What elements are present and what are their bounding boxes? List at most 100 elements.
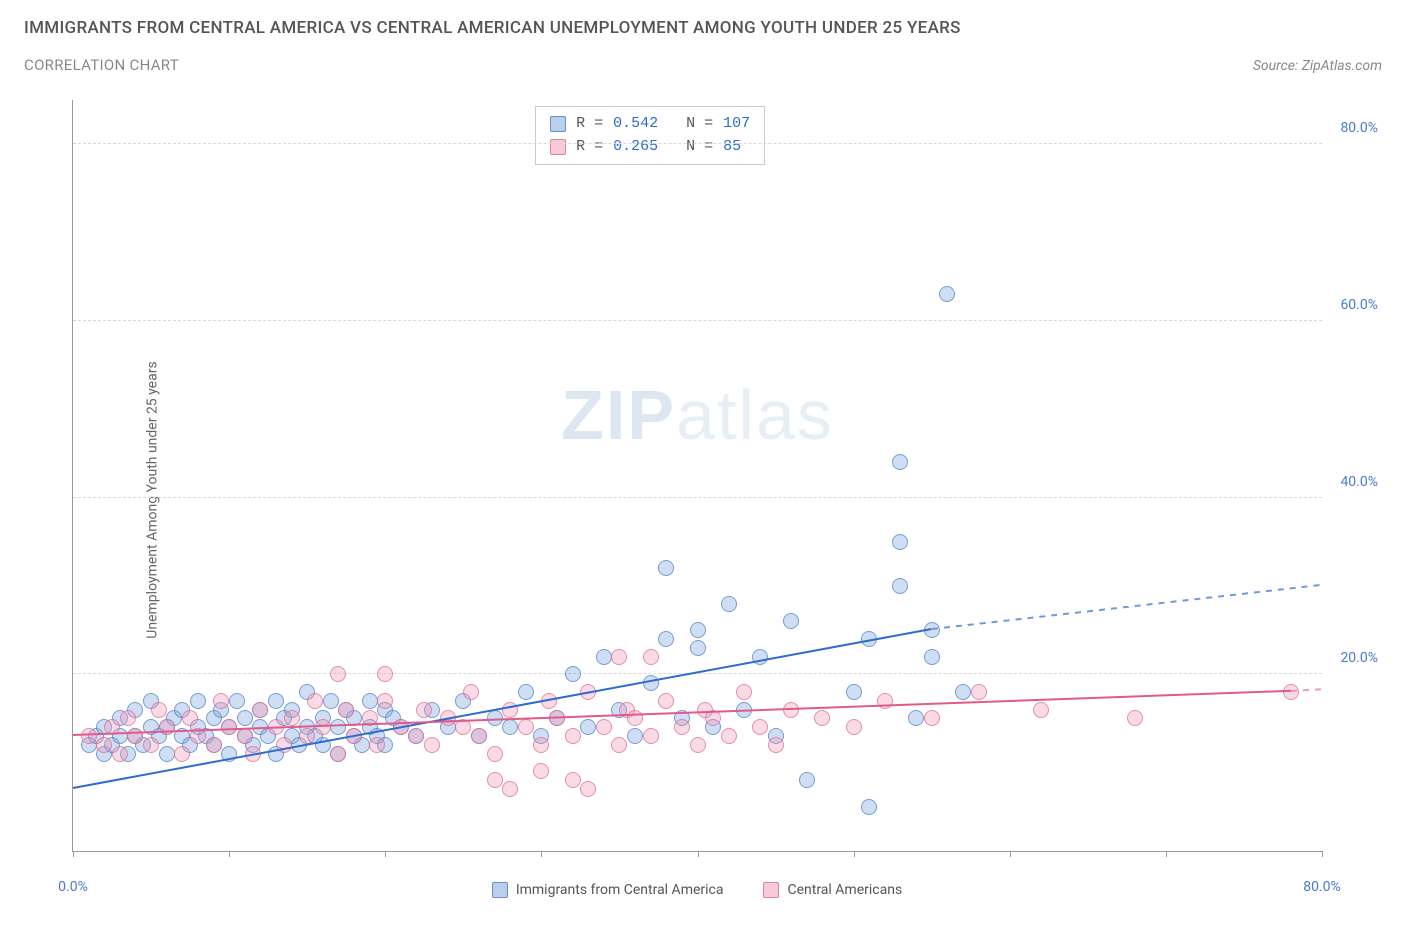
data-point bbox=[939, 286, 955, 302]
data-point bbox=[752, 719, 768, 735]
y-tick-label: 80.0% bbox=[1340, 120, 1378, 136]
plot-area: ZIPatlas R = 0.542 N = 107 R = 0.265 N =… bbox=[72, 100, 1322, 852]
data-point bbox=[596, 719, 612, 735]
data-point bbox=[892, 454, 908, 470]
data-point bbox=[565, 728, 581, 744]
data-point bbox=[229, 693, 245, 709]
data-point bbox=[112, 746, 128, 762]
trend-line bbox=[1291, 688, 1322, 692]
series-legend: Immigrants from Central America Central … bbox=[72, 882, 1322, 898]
data-point bbox=[658, 560, 674, 576]
data-point bbox=[690, 737, 706, 753]
gridline bbox=[73, 497, 1322, 498]
data-point bbox=[159, 746, 175, 762]
chart-container: Unemployment Among Youth under 25 years … bbox=[24, 100, 1382, 900]
data-point bbox=[596, 649, 612, 665]
data-point bbox=[463, 684, 479, 700]
legend-row-pink: R = 0.265 N = 85 bbox=[550, 136, 750, 159]
data-point bbox=[362, 693, 378, 709]
swatch-blue-icon bbox=[492, 882, 508, 898]
gridline bbox=[73, 320, 1322, 321]
data-point bbox=[338, 702, 354, 718]
stats-legend: R = 0.542 N = 107 R = 0.265 N = 85 bbox=[535, 106, 765, 165]
data-point bbox=[502, 719, 518, 735]
x-tick bbox=[541, 851, 542, 857]
data-point bbox=[377, 693, 393, 709]
data-point bbox=[471, 728, 487, 744]
data-point bbox=[330, 746, 346, 762]
data-point bbox=[416, 702, 432, 718]
gridline bbox=[73, 143, 1322, 144]
data-point bbox=[369, 737, 385, 753]
watermark: ZIPatlas bbox=[561, 375, 834, 455]
data-point bbox=[518, 719, 534, 735]
source-label: Source: ZipAtlas.com bbox=[1253, 58, 1382, 74]
data-point bbox=[861, 799, 877, 815]
data-point bbox=[268, 693, 284, 709]
data-point bbox=[1127, 710, 1143, 726]
data-point bbox=[643, 649, 659, 665]
data-point bbox=[487, 746, 503, 762]
y-tick-label: 40.0% bbox=[1340, 474, 1378, 490]
x-tick bbox=[73, 851, 74, 857]
data-point bbox=[206, 737, 222, 753]
x-tick bbox=[698, 851, 699, 857]
data-point bbox=[408, 728, 424, 744]
x-tick bbox=[854, 851, 855, 857]
swatch-pink-icon bbox=[550, 139, 566, 155]
data-point bbox=[736, 684, 752, 700]
data-point bbox=[892, 578, 908, 594]
data-point bbox=[237, 710, 253, 726]
data-point bbox=[908, 710, 924, 726]
data-point bbox=[721, 728, 737, 744]
data-point bbox=[643, 728, 659, 744]
data-point bbox=[533, 763, 549, 779]
data-point bbox=[487, 772, 503, 788]
data-point bbox=[643, 675, 659, 691]
data-point bbox=[284, 710, 300, 726]
data-point bbox=[1033, 702, 1049, 718]
data-point bbox=[237, 728, 253, 744]
data-point bbox=[892, 534, 908, 550]
data-point bbox=[174, 746, 190, 762]
legend-item-blue: Immigrants from Central America bbox=[492, 882, 724, 898]
data-point bbox=[330, 666, 346, 682]
data-point bbox=[502, 781, 518, 797]
data-point bbox=[658, 631, 674, 647]
chart-subtitle: CORRELATION CHART bbox=[24, 56, 179, 74]
data-point bbox=[690, 640, 706, 656]
gridline bbox=[73, 673, 1322, 674]
data-point bbox=[627, 728, 643, 744]
data-point bbox=[213, 693, 229, 709]
y-tick-label: 60.0% bbox=[1340, 297, 1378, 313]
y-tick-label: 20.0% bbox=[1340, 650, 1378, 666]
data-point bbox=[580, 719, 596, 735]
legend-row-blue: R = 0.542 N = 107 bbox=[550, 113, 750, 136]
x-tick bbox=[1010, 851, 1011, 857]
data-point bbox=[315, 719, 331, 735]
data-point bbox=[424, 737, 440, 753]
data-point bbox=[690, 622, 706, 638]
data-point bbox=[323, 693, 339, 709]
data-point bbox=[565, 666, 581, 682]
data-point bbox=[120, 710, 136, 726]
data-point bbox=[924, 649, 940, 665]
trend-line bbox=[932, 584, 1323, 630]
data-point bbox=[377, 666, 393, 682]
data-point bbox=[580, 781, 596, 797]
x-tick bbox=[1322, 851, 1323, 857]
data-point bbox=[955, 684, 971, 700]
data-point bbox=[143, 737, 159, 753]
data-point bbox=[182, 710, 198, 726]
data-point bbox=[81, 728, 97, 744]
data-point bbox=[565, 772, 581, 788]
data-point bbox=[533, 737, 549, 753]
data-point bbox=[971, 684, 987, 700]
data-point bbox=[783, 613, 799, 629]
data-point bbox=[846, 684, 862, 700]
legend-item-pink: Central Americans bbox=[763, 882, 902, 898]
data-point bbox=[611, 649, 627, 665]
data-point bbox=[252, 702, 268, 718]
data-point bbox=[611, 737, 627, 753]
x-tick bbox=[385, 851, 386, 857]
